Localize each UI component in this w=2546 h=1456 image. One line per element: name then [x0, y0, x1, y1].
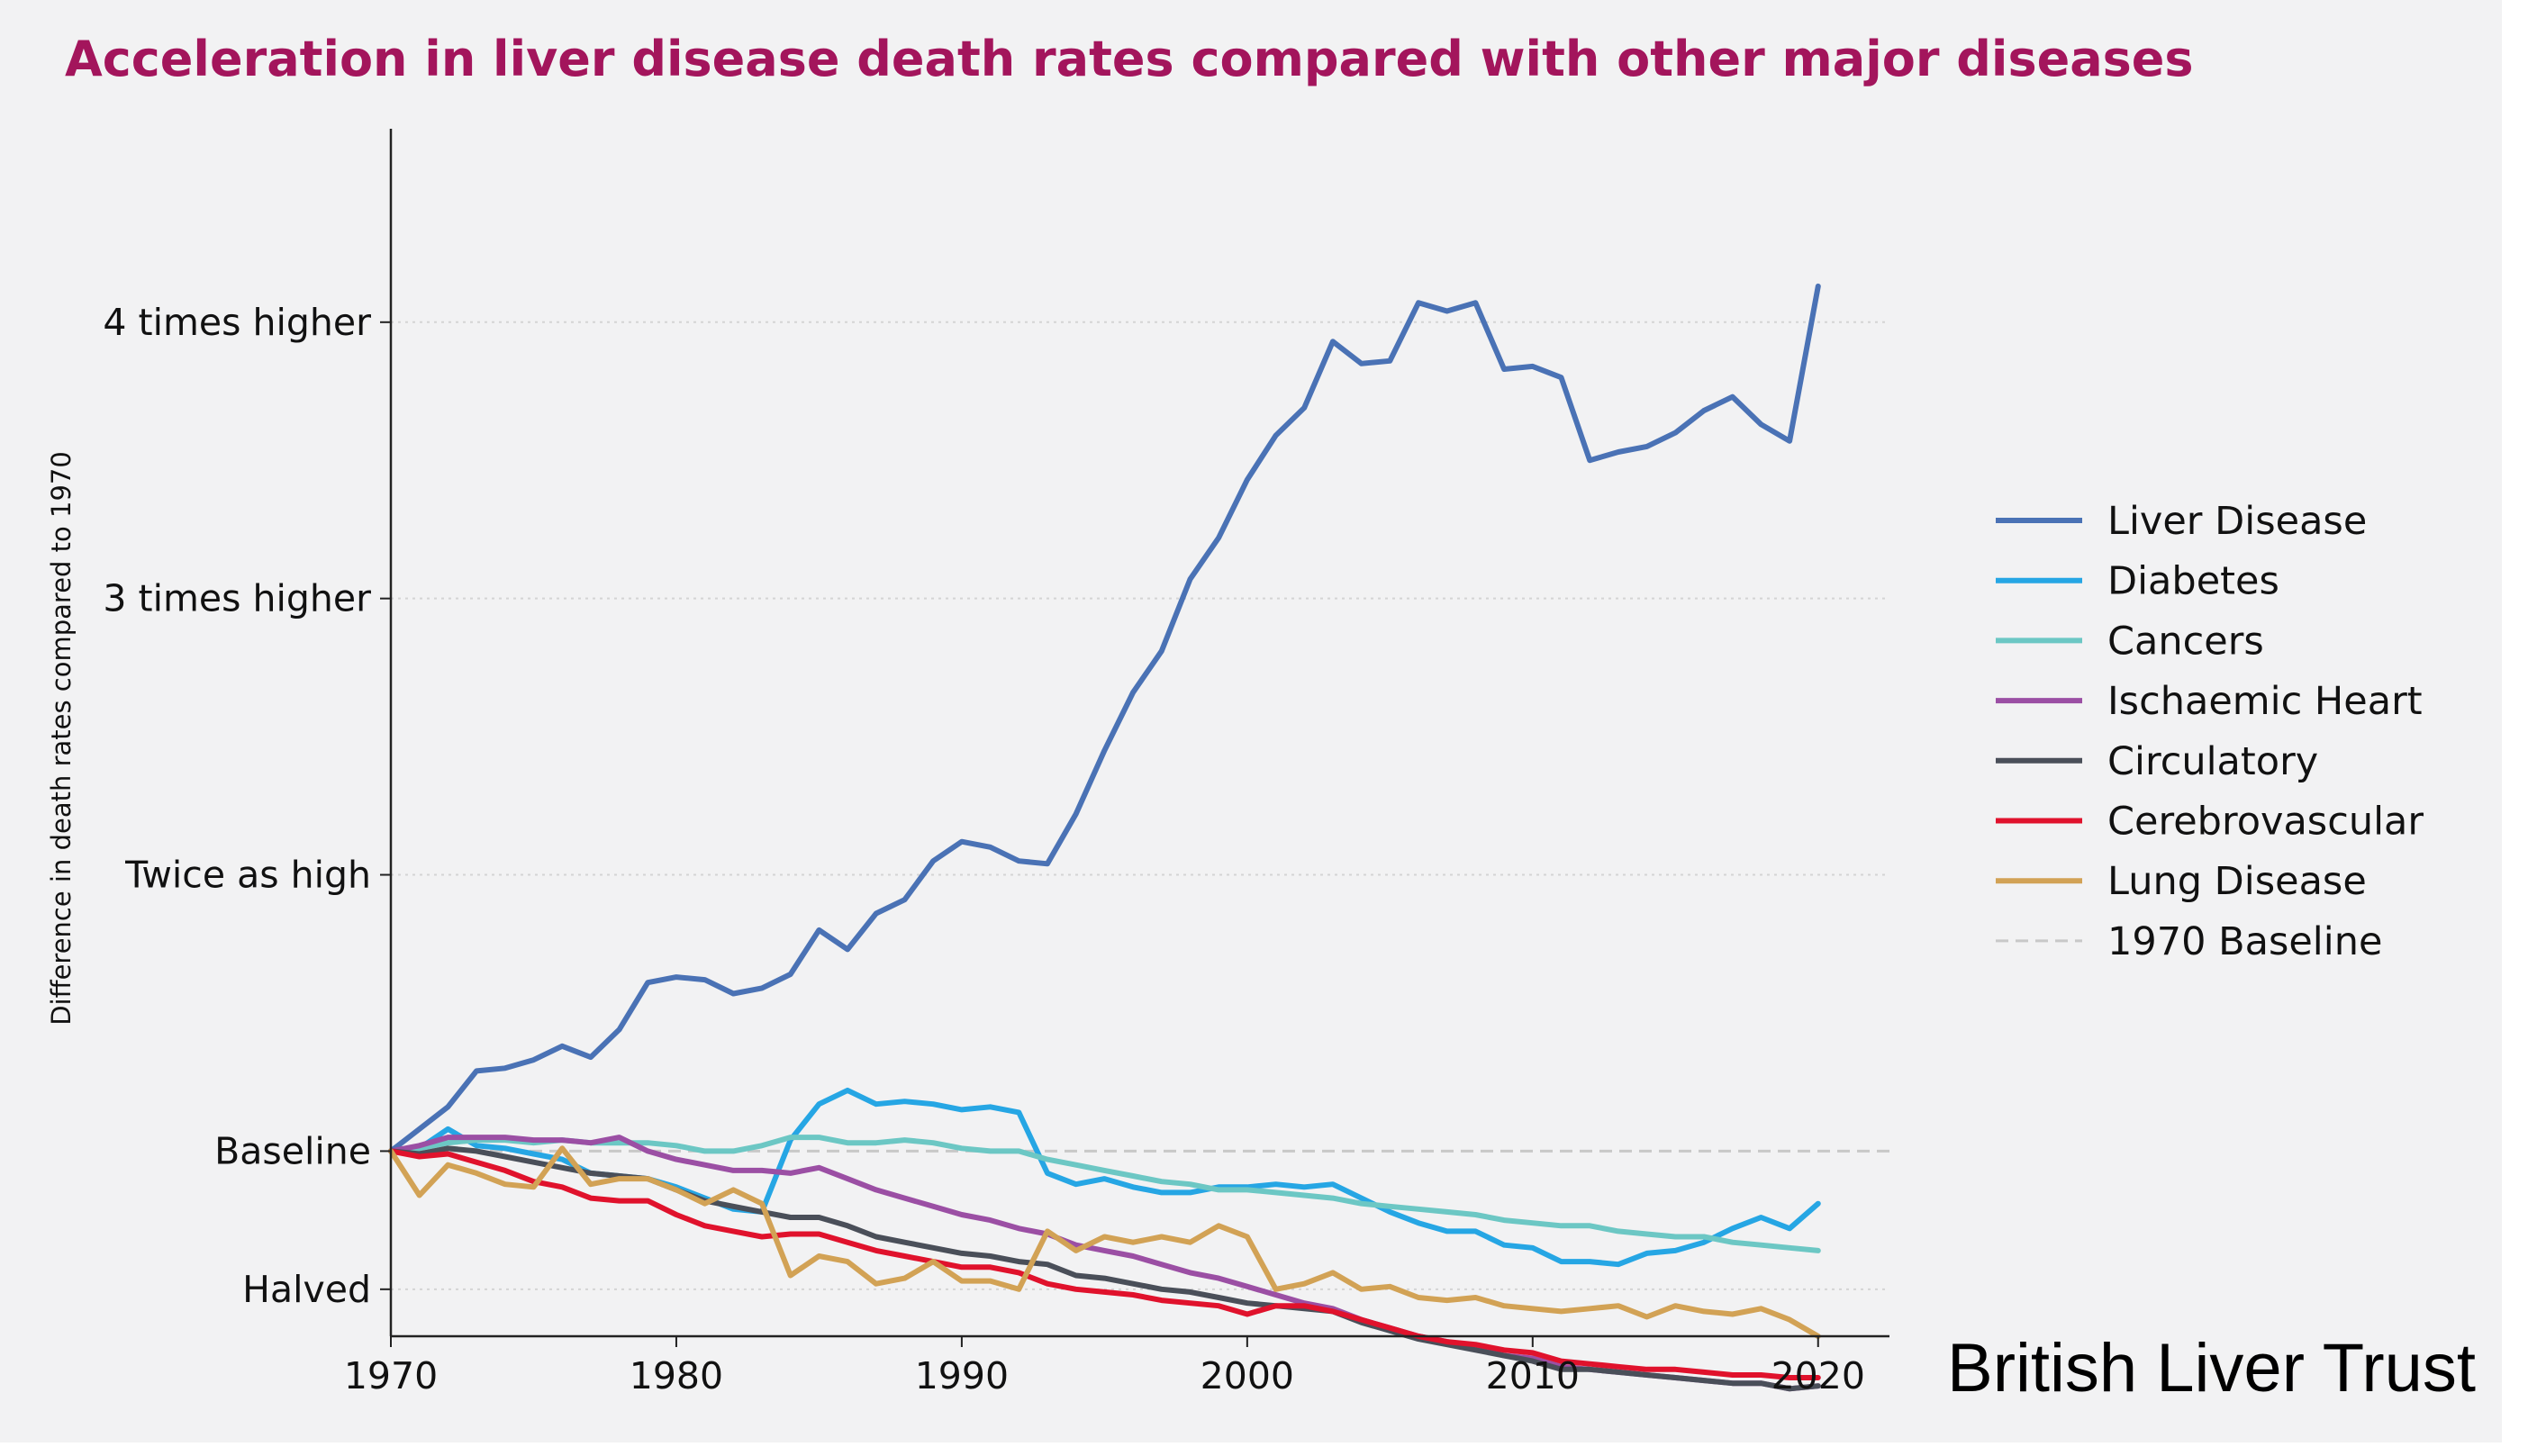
- y-axis-ticks: Halved Baseline Twice as high 3 times highe…: [103, 301, 391, 1311]
- x-axis-ticks: 1970 1980 1990 2000 2010 2020: [344, 1336, 1865, 1397]
- legend-label: Cerebrovascular: [2107, 800, 2424, 845]
- chart-title: Acceleration in liver disease death rate…: [65, 31, 2194, 87]
- x-tick-label-2020: 2020: [1771, 1354, 1865, 1397]
- y-axis-label: Difference in death rates compared to 19…: [46, 451, 77, 1026]
- legend-label: 1970 Baseline: [2107, 919, 2382, 964]
- legend-label: Lung Disease: [2107, 859, 2367, 904]
- legend-item-cerebrovascular: Cerebrovascular: [1996, 800, 2424, 845]
- grid-lines: [391, 321, 1889, 1290]
- series-line-cancers: [388, 1135, 1821, 1253]
- legend-item-liver-disease: Liver Disease: [1996, 499, 2367, 544]
- brand-logo-text: British Liver Trust: [1947, 1330, 2477, 1406]
- legend-item-ischaemic-heart: Ischaemic Heart: [1996, 679, 2423, 724]
- legend-item-lung-disease: Lung Disease: [1996, 859, 2367, 904]
- legend-label: Liver Disease: [2107, 499, 2367, 544]
- y-tick-label-4-times-higher: 4 times higher: [103, 301, 371, 344]
- x-tick-label-1980: 1980: [630, 1354, 723, 1397]
- series-layer: [388, 283, 1821, 1392]
- legend: Liver Disease Diabetes Cancers Ischaemic He…: [1996, 499, 2424, 964]
- axes: [389, 129, 1889, 1338]
- legend-item-1970-baseline: 1970 Baseline: [1996, 919, 2382, 964]
- x-tick-label-2010: 2010: [1486, 1354, 1580, 1397]
- legend-label: Circulatory: [2107, 739, 2318, 784]
- legend-label: Diabetes: [2107, 559, 2279, 604]
- chart-panel: [0, 0, 2502, 1442]
- legend-item-cancers: Cancers: [1996, 619, 2264, 664]
- series-line-lung-disease: [388, 1145, 1821, 1339]
- legend-label: Cancers: [2107, 619, 2264, 664]
- x-tick-label-1990: 1990: [915, 1354, 1009, 1397]
- y-tick-label-halved: Halved: [242, 1268, 371, 1311]
- y-tick-label-twice-as-high: Twice as high: [124, 854, 371, 897]
- series-line-circulatory: [388, 1145, 1821, 1392]
- series-line-liver-disease: [388, 283, 1821, 1154]
- legend-item-diabetes: Diabetes: [1996, 559, 2279, 604]
- x-tick-label-2000: 2000: [1201, 1354, 1294, 1397]
- x-tick-label-1970: 1970: [344, 1354, 438, 1397]
- legend-label: Ischaemic Heart: [2107, 679, 2423, 724]
- series-line-cerebrovascular: [388, 1148, 1821, 1380]
- y-tick-label-baseline: Baseline: [214, 1129, 371, 1172]
- legend-item-circulatory: Circulatory: [1996, 739, 2318, 784]
- y-tick-label-3-times-higher: 3 times higher: [103, 577, 371, 620]
